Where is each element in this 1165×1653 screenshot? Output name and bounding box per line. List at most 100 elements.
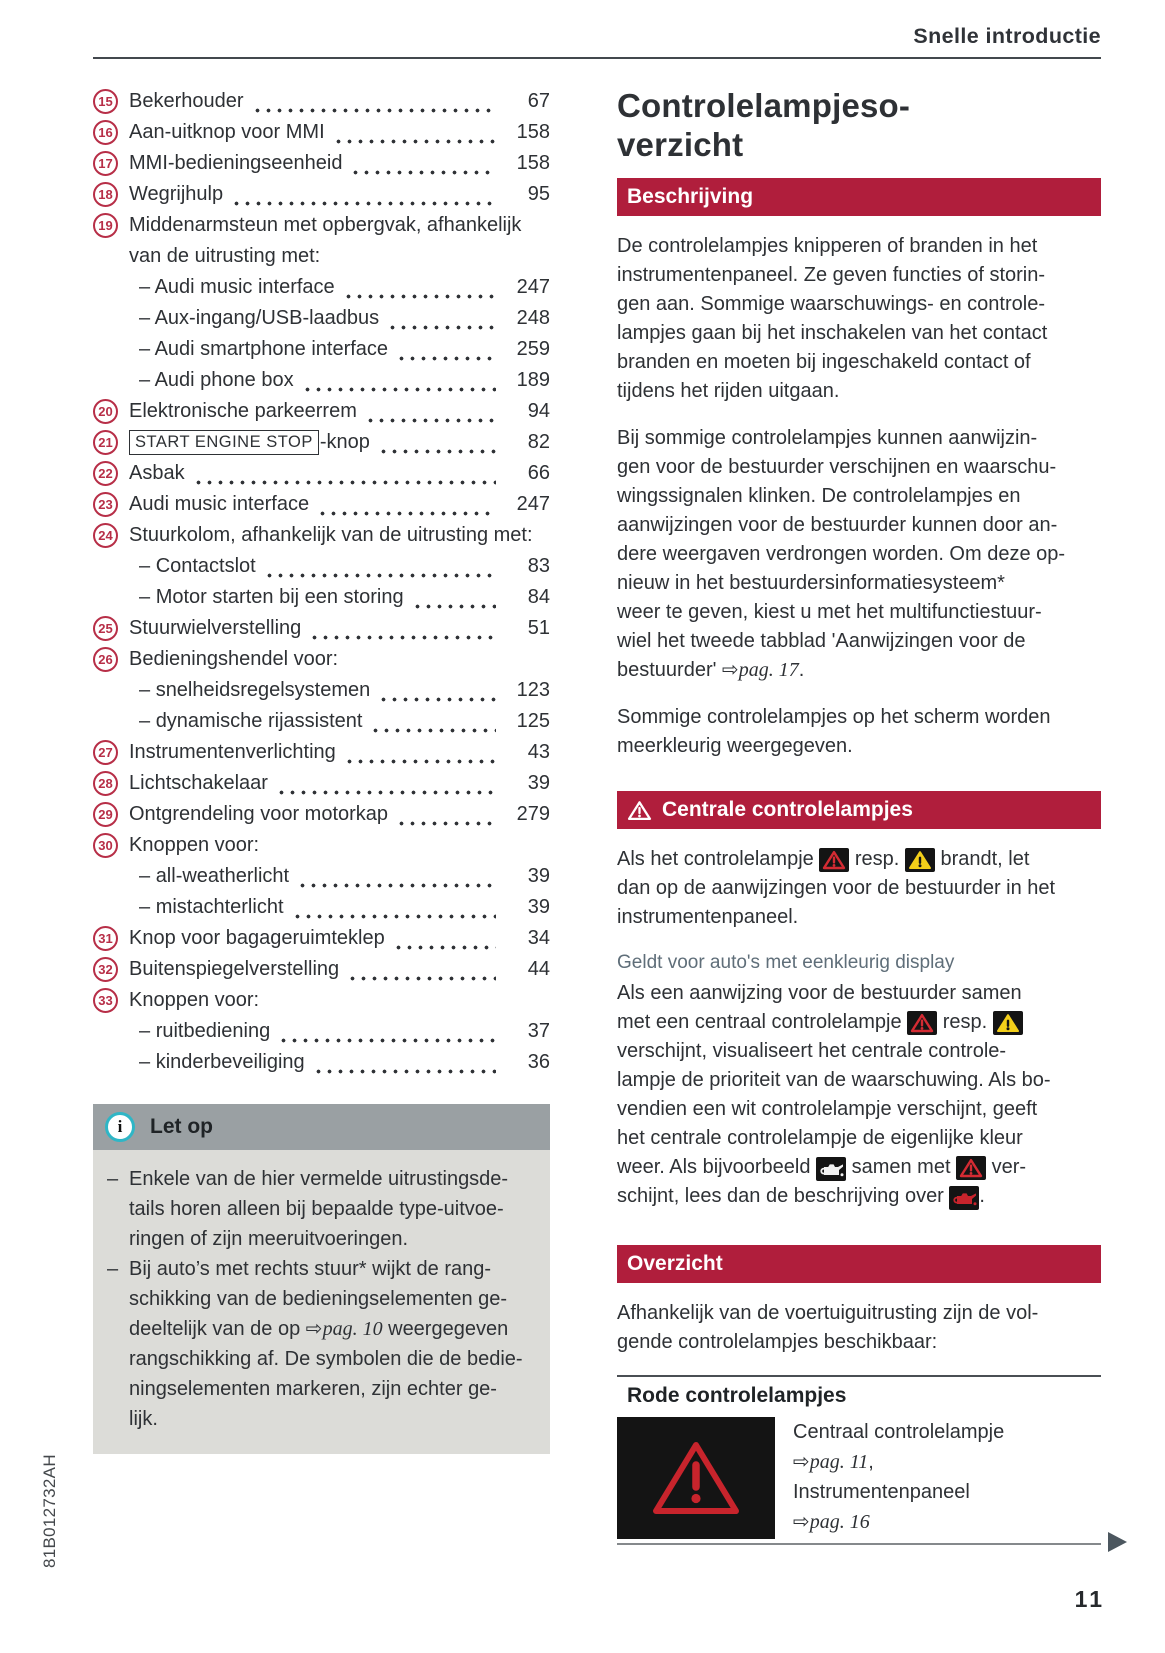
section-bar-overzicht: Overzicht [617, 1245, 1101, 1283]
cross-reference-link[interactable]: ⇨pag. 16 [793, 1511, 870, 1533]
item-number-badge: 21 [93, 430, 118, 455]
dot-leader [275, 775, 496, 795]
cross-reference-link[interactable]: ⇨pag. 11 [793, 1451, 869, 1473]
toc-row: Audi music interface 247 [93, 272, 550, 303]
item-page-number: 37 [527, 1020, 550, 1042]
dot-leader [231, 186, 496, 206]
cross-reference-link[interactable]: ⇨pag. 10 [305, 1318, 383, 1340]
paragraph: Als het controlelampje resp. brandt, let… [617, 848, 1056, 928]
item-label: Knoppen voor: [129, 989, 260, 1011]
item-page-number: 36 [527, 1051, 550, 1073]
toc-row: Contactslot 83 [93, 551, 550, 582]
toc-column: 15 Bekerhouder 67 16 Aan-uitknop voor MM… [93, 86, 550, 1454]
dot-leader [309, 620, 496, 640]
item-number-badge: 33 [93, 988, 118, 1013]
toc-row: kinderbeveiliging 36 [93, 1047, 550, 1078]
paragraph: Afhankelijk van de voertuiguitrusting zi… [617, 1302, 1039, 1353]
cross-reference-link[interactable]: ⇨pag. 17 [722, 659, 799, 681]
item-number-badge: 18 [93, 182, 118, 207]
dot-leader [378, 682, 496, 702]
item-label: Lichtschakelaar [129, 772, 268, 794]
toc-row: 21 START ENGINE STOP -knop 82 [93, 427, 550, 458]
item-label-cell: dynamische rijassistent [139, 706, 362, 737]
dot-leader [332, 124, 496, 144]
item-label: Contactslot [139, 555, 256, 577]
paragraph: Als een aanwijzing voor de bestuurder sa… [617, 979, 1101, 1211]
item-label: Audi music interface [139, 276, 335, 298]
dot-leader [364, 403, 496, 423]
toc-row: dynamische rijassistent 125 [93, 706, 550, 737]
item-label: Audi smartphone interface [139, 338, 388, 360]
toc-row: 26 Bedieningshendel voor: [93, 644, 550, 675]
item-page-number: 94 [527, 400, 550, 422]
toc-row: snelheidsregelsystemen 123 [93, 675, 550, 706]
item-label-cell: mistachterlicht [139, 892, 284, 923]
page-number: 11 [1074, 1586, 1105, 1612]
item-label: Audi phone box [139, 369, 294, 391]
toc-row: 19 Middenarmsteun met opbergvak, afhanke… [93, 210, 550, 272]
item-label-cell: kinderbeveiliging [139, 1047, 305, 1078]
toc-row: all-weatherlicht 39 [93, 861, 550, 892]
item-page-number: 43 [527, 741, 550, 763]
item-page-number: 44 [527, 958, 550, 980]
toc-row: 30 Knoppen voor: [93, 830, 550, 861]
dot-leader [396, 341, 496, 361]
reference-arrow-icon: ⇨ [793, 1451, 810, 1473]
item-label-cell: Knoppen voor: [129, 985, 259, 1016]
item-label: Knop voor bagageruimteklep [129, 927, 385, 949]
item-page-number: 82 [527, 431, 550, 453]
paragraph: De controlelampjes knipperen of branden … [617, 235, 1048, 402]
item-page-number: 39 [527, 865, 550, 887]
table-row: Centraal controlelampje ⇨pag. 11, Instru… [617, 1417, 1101, 1543]
item-number-badge: 15 [93, 89, 118, 114]
dot-leader [301, 372, 496, 392]
dot-leader [342, 279, 496, 299]
item-label-cell: Audi music interface [129, 489, 309, 520]
item-page-number: 39 [527, 896, 550, 918]
item-page-number: 83 [527, 555, 550, 577]
item-label: all-weatherlicht [139, 865, 289, 887]
item-label: Buitenspiegelverstelling [129, 958, 340, 980]
item-label: Stuurkolom, afhankelijk van de uitrustin… [129, 524, 533, 546]
toc-row: 22 Asbak 66 [93, 458, 550, 489]
item-label-cell: ruitbediening [139, 1016, 270, 1047]
dot-leader [396, 806, 496, 826]
item-number-badge: 27 [93, 740, 118, 765]
dot-leader [192, 465, 496, 485]
item-label-cell: snelheidsregelsystemen [139, 675, 370, 706]
document-code: 81B012732AH [40, 1454, 59, 1568]
toc-row: Aux-ingang/USB-laadbus 248 [93, 303, 550, 334]
dot-leader [317, 496, 496, 516]
oil-pressure-red-icon [949, 1186, 980, 1210]
warning-triangle-red-icon [956, 1156, 987, 1180]
item-label-cell: Knop voor bagageruimteklep [129, 923, 385, 954]
dot-leader [350, 155, 496, 175]
item-label-cell: all-weatherlicht [139, 861, 289, 892]
item-number-badge: 17 [93, 151, 118, 176]
item-label: Stuurwielverstelling [129, 617, 302, 639]
item-number-badge: 30 [93, 833, 118, 858]
item-label-cell: Bekerhouder [129, 86, 244, 117]
item-label: ruitbediening [139, 1020, 270, 1042]
item-label-cell: Stuurkolom, afhankelijk van de uitrustin… [129, 520, 533, 551]
item-label: Bekerhouder [129, 90, 244, 112]
applicability-note: Geldt voor auto's met eenkleurig display [617, 952, 955, 973]
reference-arrow-icon: ⇨ [305, 1318, 323, 1340]
note-header: i Let op [93, 1104, 550, 1150]
dot-leader [343, 744, 496, 764]
item-label: kinderbeveiliging [139, 1051, 305, 1073]
item-label: Middenarmsteun met opbergvak, afhankelij… [129, 214, 522, 267]
item-label-cell: Lichtschakelaar [129, 768, 268, 799]
item-number-badge: 25 [93, 616, 118, 641]
item-label-cell: Aan-uitknop voor MMI [129, 117, 325, 148]
indicator-description: Centraal controlelampje ⇨pag. 11, Instru… [793, 1421, 1005, 1533]
item-page-number: 125 [516, 710, 550, 732]
item-page-number: 259 [516, 338, 550, 360]
dot-leader [263, 558, 496, 578]
item-label-cell: Audi music interface [139, 272, 335, 303]
item-label: snelheidsregelsystemen [139, 679, 370, 701]
header-rule [93, 57, 1101, 59]
warning-triangle-red-icon [907, 1011, 938, 1035]
warning-triangle-yellow-icon [992, 1011, 1023, 1035]
